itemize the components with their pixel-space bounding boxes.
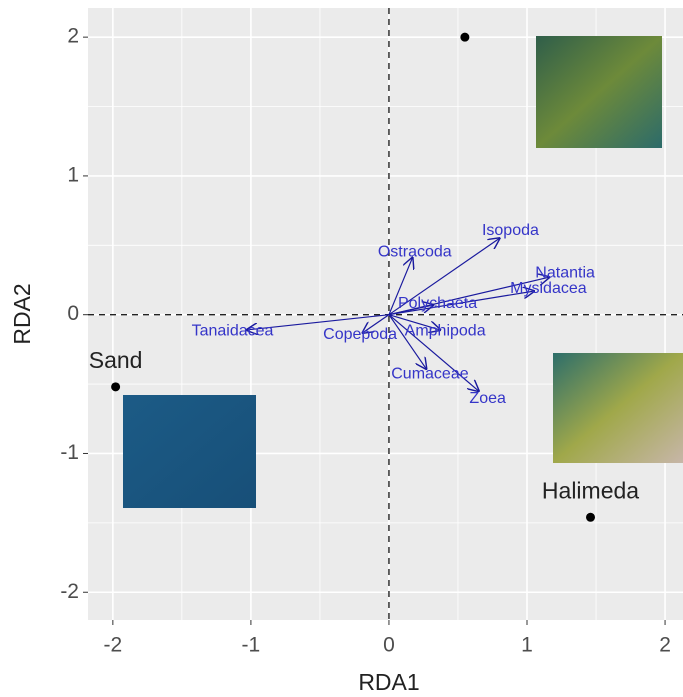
y-tick-label: 0 xyxy=(67,302,79,325)
y-tick-label: 1 xyxy=(67,163,79,186)
x-tick-label: -1 xyxy=(242,634,261,657)
x-tick-label: 1 xyxy=(521,634,533,657)
species-arrow xyxy=(388,238,499,316)
species-label: Tanaidacea xyxy=(192,323,274,340)
y-tick-label: -2 xyxy=(60,580,79,603)
species-arrow xyxy=(388,314,426,369)
species-label: Copepoda xyxy=(323,326,397,343)
photo xyxy=(123,395,256,508)
y-tick-label: -1 xyxy=(60,441,79,464)
species-arrow xyxy=(388,258,412,315)
y-tick-label: 2 xyxy=(67,25,79,48)
photo xyxy=(536,36,662,148)
y-axis-title: RDA2 xyxy=(9,283,35,344)
species-arrow xyxy=(388,305,433,316)
species-label: Ostracoda xyxy=(378,243,452,260)
species-label: Zoea xyxy=(469,390,506,407)
site-label: Halimeda xyxy=(542,477,639,503)
photo xyxy=(553,353,683,463)
species-arrow xyxy=(388,314,479,391)
site-point xyxy=(586,512,596,522)
species-label: Isopoda xyxy=(482,222,539,239)
species-arrow xyxy=(388,314,440,330)
species-arrow xyxy=(247,314,390,330)
species-label: Mysidacea xyxy=(510,280,587,297)
species-label: Polychaeta xyxy=(398,295,477,312)
site-label: Sand xyxy=(89,347,143,373)
site-point xyxy=(460,32,470,42)
x-tick-label: -2 xyxy=(104,634,123,657)
x-tick-label: 0 xyxy=(383,634,395,657)
species-label: Amphipoda xyxy=(405,323,486,340)
x-tick-label: 2 xyxy=(659,634,671,657)
species-arrow xyxy=(363,314,390,333)
species-arrow xyxy=(388,291,534,316)
x-axis-title: RDA1 xyxy=(358,669,419,695)
site-point xyxy=(111,382,121,392)
species-label: Cumaceae xyxy=(391,365,468,382)
species-label: Natantia xyxy=(535,265,595,282)
